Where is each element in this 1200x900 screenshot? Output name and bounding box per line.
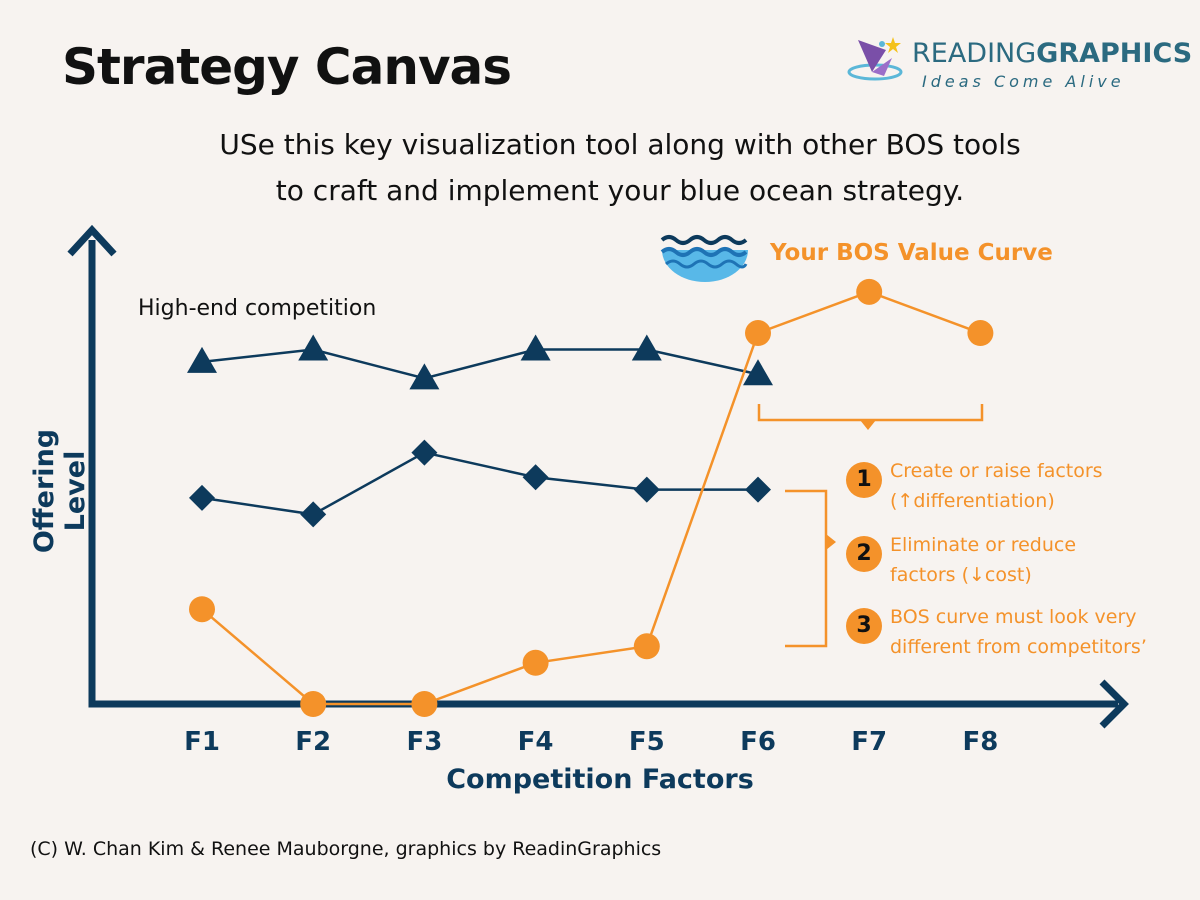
subtitle-line-1: USe this key visualization tool along wi…	[219, 128, 1021, 161]
y-axis-arrow	[67, 224, 117, 257]
data-point-diamond	[522, 464, 549, 491]
note-number: 1	[846, 462, 882, 498]
note-3: 3 BOS curve must look very different from…	[846, 602, 1186, 662]
bracket-top	[757, 404, 984, 422]
bracket-side	[785, 489, 828, 648]
note-number: 2	[846, 536, 882, 572]
data-point-triangle	[187, 346, 217, 373]
x-axis-arrow	[1099, 679, 1129, 729]
data-point-circle	[411, 691, 438, 717]
logo-tagline: Ideas Come Alive	[922, 72, 1125, 91]
bracket-top-pointer	[860, 420, 876, 430]
series-line-1	[201, 451, 758, 516]
page-title: Strategy Canvas	[62, 38, 512, 96]
x-tick-label-F8: F8	[962, 727, 998, 757]
x-tick-label-F1: F1	[184, 727, 220, 757]
data-point-triangle	[743, 359, 773, 386]
data-point-circle	[745, 320, 771, 347]
data-point-circle	[522, 649, 549, 676]
subtitle-line-2: to craft and implement your blue ocean s…	[275, 174, 965, 207]
ocean-wave-icon	[660, 235, 748, 282]
data-point-diamond	[189, 484, 215, 511]
bos-curve-legend: Your BOS Value Curve	[770, 240, 1053, 266]
x-tick-label-F4: F4	[518, 727, 554, 757]
data-point-diamond	[411, 439, 438, 466]
x-tick-label-F5: F5	[629, 727, 665, 757]
y-axis-label: Offering Level	[29, 428, 91, 554]
logo-brand: READINGGRAPHICS	[912, 38, 1193, 69]
bracket-side-pointer	[826, 534, 836, 550]
note-number: 3	[846, 608, 882, 644]
data-point-triangle	[298, 334, 329, 361]
x-axis-label: Competition Factors	[446, 764, 754, 795]
data-point-diamond	[300, 501, 327, 528]
high-end-legend: High-end competition	[138, 296, 377, 321]
series-line-2	[201, 290, 981, 706]
x-tick-label-F6: F6	[740, 727, 776, 757]
x-tick-label-F7: F7	[851, 727, 887, 757]
subtitle: USe this key visualization tool along wi…	[150, 122, 1090, 214]
x-tick-label-F2: F2	[295, 727, 331, 757]
note-2: 2 Eliminate or reduce factors (↓cost)	[846, 530, 1186, 590]
data-point-triangle	[631, 334, 662, 361]
x-tick-label-F3: F3	[406, 727, 442, 757]
data-point-diamond	[633, 476, 660, 503]
data-point-circle	[856, 278, 883, 305]
data-point-circle	[300, 691, 327, 717]
note-1: 1 Create or raise factors (↑differentiati…	[846, 456, 1186, 516]
data-point-triangle	[409, 363, 440, 390]
data-point-diamond	[745, 476, 771, 503]
data-point-circle	[189, 596, 215, 623]
data-point-triangle	[520, 334, 551, 361]
series-line-0	[201, 348, 759, 380]
data-point-circle	[633, 633, 660, 660]
data-point-circle	[967, 320, 994, 347]
axis-lines	[88, 240, 1118, 708]
credit: (C) W. Chan Kim & Renee Mauborgne, graph…	[30, 838, 662, 860]
